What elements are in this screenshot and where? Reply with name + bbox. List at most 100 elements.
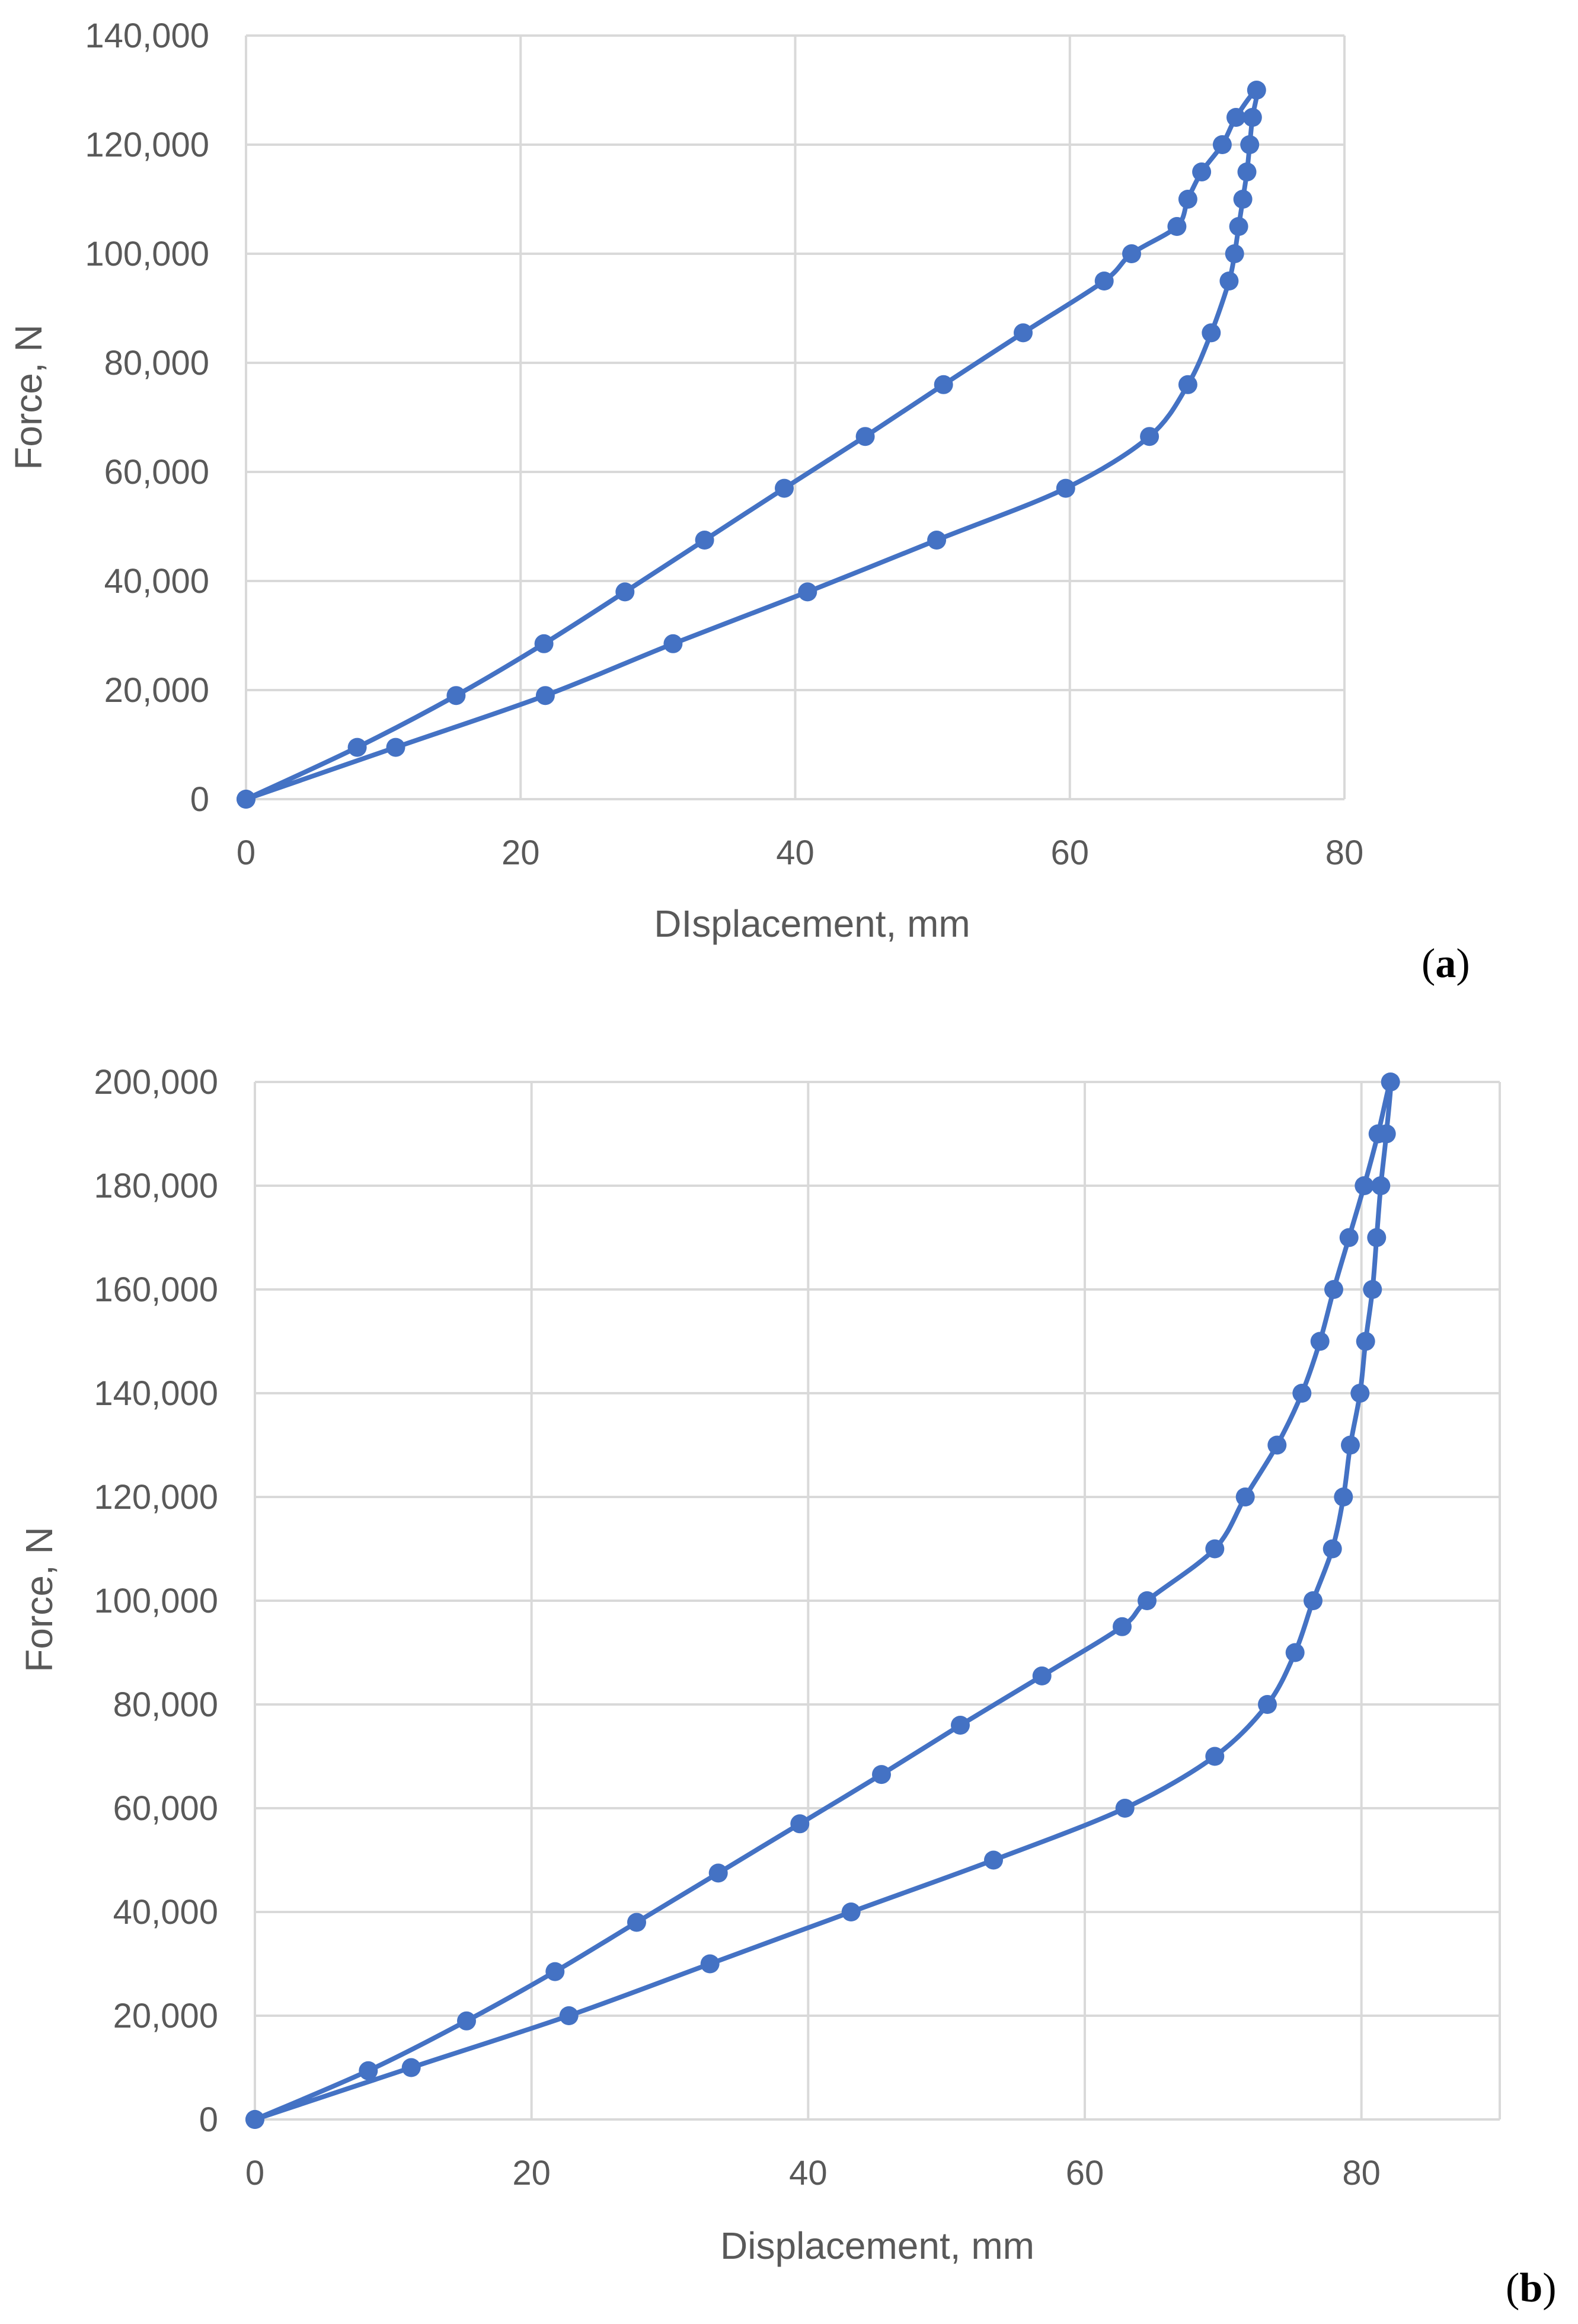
chart-a: 0 20,000 40,000 60,000 80,000 100,000 120,000 1… bbox=[7, 17, 1470, 987]
chart-b-y-tick-labels: 0 20,000 40,000 60,000 80,000 100,000 120,000 1… bbox=[94, 1063, 218, 2139]
chart-b-data-point bbox=[1310, 1332, 1330, 1351]
chart-a-data-point bbox=[798, 582, 817, 602]
chart-b-data-point bbox=[245, 2110, 264, 2129]
chart-a-x-tick-label: 80 bbox=[1325, 834, 1364, 872]
chart-b-y-tick-label: 20,000 bbox=[113, 1997, 218, 2035]
chart-a-data-point bbox=[1237, 162, 1257, 181]
chart-a-data-point bbox=[534, 634, 554, 653]
chart-a-data-point bbox=[1192, 162, 1212, 181]
chart-a-data-point bbox=[663, 634, 683, 653]
chart-a-y-tick-label: 0 bbox=[190, 780, 209, 819]
chart-b-y-tick-label: 200,000 bbox=[94, 1063, 218, 1102]
chart-b-y-axis-title: Force, N bbox=[18, 1527, 60, 1672]
chart-a-panel-letter: a bbox=[1435, 941, 1456, 987]
chart-b-data-point bbox=[1138, 1591, 1157, 1610]
chart-b-data-point bbox=[1205, 1747, 1225, 1766]
chart-b-data-point bbox=[708, 1863, 728, 1883]
chart-b-y-tick-label: 100,000 bbox=[94, 1582, 218, 1620]
chart-b-data-point bbox=[1341, 1435, 1360, 1455]
chart-a-data-point bbox=[1219, 272, 1239, 290]
chart-a-data-point bbox=[1212, 135, 1232, 154]
chart-b-data-point bbox=[457, 2011, 476, 2031]
chart-b-data-point bbox=[951, 1716, 970, 1735]
chart-b-y-tick-label: 180,000 bbox=[94, 1167, 218, 1205]
chart-a-data-point bbox=[927, 531, 947, 550]
chart-b-y-tick-label: 80,000 bbox=[113, 1685, 218, 1724]
chart-b-data-point bbox=[559, 2006, 579, 2025]
chart-b-y-tick-label: 60,000 bbox=[113, 1789, 218, 1828]
chart-b-data-point bbox=[1334, 1487, 1353, 1506]
chart-b-data-point bbox=[1292, 1384, 1312, 1403]
chart-a-y-tick-label: 60,000 bbox=[104, 453, 209, 491]
chart-a-data-point bbox=[775, 478, 794, 498]
chart-a-data-point bbox=[1140, 427, 1159, 446]
chart-b-data-point bbox=[1355, 1176, 1374, 1195]
chart-a-data-point bbox=[535, 686, 555, 706]
chart-b-x-tick-label: 80 bbox=[1342, 2154, 1381, 2192]
chart-a-data-point bbox=[1167, 217, 1187, 236]
chart-a-data-point bbox=[1226, 108, 1245, 127]
chart-b-data-point bbox=[401, 2058, 421, 2077]
chart-b-data-point bbox=[1115, 1799, 1135, 1818]
chart-b-data-point bbox=[841, 1902, 861, 1921]
chart-b-data-point bbox=[1032, 1666, 1052, 1685]
chart-a-data-point bbox=[1233, 190, 1253, 209]
chart-b-data-point bbox=[1376, 1124, 1396, 1144]
chart-b-data-point bbox=[1113, 1617, 1132, 1636]
chart-a-data-point bbox=[1240, 135, 1260, 154]
chart-b-data-point bbox=[1356, 1332, 1375, 1351]
chart-b-x-tick-label: 0 bbox=[245, 2154, 264, 2192]
chart-a-panel-label: (a) bbox=[1422, 941, 1470, 987]
chart-a-x-tick-label: 0 bbox=[237, 834, 255, 872]
chart-b-data-point bbox=[984, 1850, 1003, 1870]
chart-a-data-point bbox=[934, 375, 953, 394]
chart-b-data-point bbox=[1258, 1695, 1277, 1714]
chart-a-y-tick-label: 20,000 bbox=[104, 671, 209, 710]
chart-a-data-point bbox=[615, 582, 635, 602]
chart-a-data-point bbox=[855, 427, 875, 446]
chart-a-data-points bbox=[237, 81, 1266, 809]
chart-a-x-tick-labels: 0 20 40 60 80 bbox=[237, 834, 1363, 872]
chart-b-data-point bbox=[1267, 1435, 1287, 1455]
chart-b-data-point bbox=[1339, 1228, 1359, 1247]
chart-a-x-tick-label: 60 bbox=[1050, 834, 1089, 872]
chart-b-gridlines bbox=[254, 1081, 1501, 2121]
chart-a-y-tick-label: 80,000 bbox=[104, 344, 209, 382]
chart-a-data-point bbox=[695, 531, 714, 550]
chart-a-data-point bbox=[1242, 108, 1262, 127]
chart-b-data-point bbox=[545, 1962, 565, 1981]
chart-b-data-point bbox=[700, 1954, 720, 1974]
chart-a-data-point bbox=[1229, 217, 1248, 236]
chart-b-x-tick-labels: 0 20 40 60 80 bbox=[245, 2154, 1381, 2192]
chart-a-data-point bbox=[1014, 323, 1033, 343]
chart-b-data-point bbox=[1285, 1643, 1305, 1662]
chart-b-y-tick-label: 40,000 bbox=[113, 1893, 218, 1932]
chart-b-data-point bbox=[1324, 1280, 1343, 1299]
chart-a-x-tick-label: 20 bbox=[501, 834, 540, 872]
chart-a-x-tick-label: 40 bbox=[776, 834, 814, 872]
chart-b-y-tick-label: 0 bbox=[199, 2100, 218, 2139]
chart-a-y-tick-label: 120,000 bbox=[85, 126, 209, 164]
chart-a-x-axis-title: DIsplacement, mm bbox=[654, 902, 970, 945]
chart-a-data-point bbox=[386, 738, 405, 757]
chart-b-data-point bbox=[1304, 1591, 1323, 1610]
chart-a-data-point bbox=[1247, 81, 1266, 100]
chart-b-data-point bbox=[359, 2061, 378, 2080]
chart-b-y-tick-label: 160,000 bbox=[94, 1270, 218, 1309]
chart-b-y-tick-label: 120,000 bbox=[94, 1478, 218, 1517]
chart-b-data-point bbox=[1367, 1228, 1387, 1247]
chart-b-panel-label: (b) bbox=[1506, 2265, 1557, 2311]
chart-a-data-point bbox=[1178, 190, 1197, 209]
chart-a-data-point bbox=[1202, 323, 1221, 343]
chart-b: 0 20,000 40,000 60,000 80,000 100,000 120,000 1… bbox=[18, 1063, 1557, 2311]
chart-b-panel-letter: b bbox=[1519, 2265, 1542, 2311]
chart-a-data-point bbox=[237, 790, 255, 809]
chart-b-x-tick-label: 60 bbox=[1066, 2154, 1104, 2192]
chart-a-y-tick-label: 40,000 bbox=[104, 562, 209, 601]
chart-b-data-point bbox=[872, 1765, 891, 1784]
chart-b-x-tick-label: 20 bbox=[512, 2154, 551, 2192]
chart-b-data-point bbox=[1205, 1539, 1225, 1559]
chart-b-x-axis-title: Displacement, mm bbox=[720, 2224, 1034, 2267]
